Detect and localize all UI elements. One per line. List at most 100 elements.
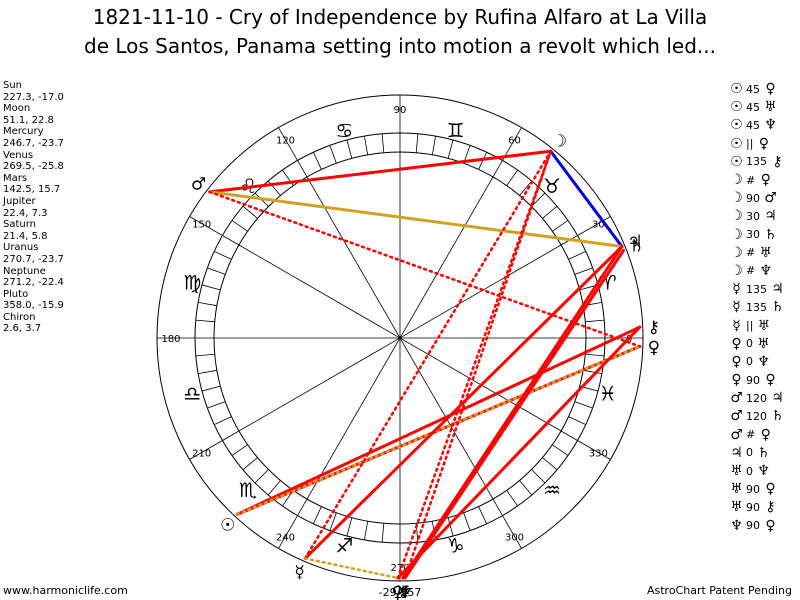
ring-tick bbox=[568, 416, 586, 425]
aspect-body-a: ♅ bbox=[730, 463, 743, 480]
aspect-body-b: ♆ bbox=[759, 262, 772, 279]
zodiac-sign-glyph: ♎ bbox=[183, 382, 201, 406]
ring-tick bbox=[214, 251, 232, 260]
sign-divider bbox=[278, 127, 298, 161]
zodiac-sign-glyph: ♐ bbox=[335, 534, 353, 558]
ring-tick bbox=[447, 139, 454, 159]
planet-name: Neptune bbox=[3, 265, 46, 277]
body-glyph: ♃ bbox=[627, 232, 642, 252]
aspect-value: 120 bbox=[746, 391, 767, 405]
body-glyph: ☽ bbox=[552, 131, 567, 151]
body-glyph: ⚷ bbox=[648, 317, 660, 337]
planet-values: 21.4, 5.8 bbox=[3, 230, 48, 242]
body-glyph: ♄ bbox=[629, 236, 644, 256]
planet-name: Jupiter bbox=[3, 195, 36, 207]
sign-divider bbox=[577, 216, 611, 236]
footer-website[interactable]: www.harmoniclife.com bbox=[3, 584, 128, 597]
footer-patent-note: AstroChart Patent Pending bbox=[646, 584, 792, 597]
aspect-value: # bbox=[746, 246, 756, 260]
degree-label: 270 bbox=[390, 563, 409, 574]
degree-label: 90 bbox=[394, 105, 407, 116]
aspect-body-b: ♀ bbox=[765, 81, 776, 98]
sign-divider bbox=[189, 216, 223, 236]
planet-name: Chiron bbox=[3, 311, 36, 323]
aspect-body-a: ☉ bbox=[730, 99, 743, 116]
aspect-body-a: ♂ bbox=[730, 426, 743, 443]
aspect-body-a: ♅ bbox=[730, 481, 743, 498]
body-glyph: ♀ bbox=[392, 583, 404, 600]
planet-values: 246.7, -23.7 bbox=[3, 137, 64, 149]
ring-tick bbox=[381, 523, 385, 543]
sign-divider bbox=[502, 515, 522, 549]
aspect-body-b: ♂ bbox=[764, 190, 777, 207]
ring-tick bbox=[297, 498, 308, 516]
ring-tick bbox=[198, 302, 217, 307]
zodiac-sign-glyph: ♏ bbox=[239, 478, 257, 502]
ring-tick bbox=[242, 205, 258, 219]
sign-divider bbox=[502, 127, 522, 161]
aspect-body-b: ♅ bbox=[759, 244, 772, 261]
aspect-value: 90 bbox=[746, 482, 760, 496]
aspect-body-b: ♄ bbox=[757, 444, 770, 461]
aspect-row: ☉ 135 ⚷ bbox=[728, 153, 788, 171]
planet-values: 142.5, 15.7 bbox=[3, 184, 61, 196]
zodiac-sign-glyph: ♒ bbox=[543, 478, 561, 502]
aspect-row: ♃ 0 ♄ bbox=[728, 444, 788, 462]
ring-tick bbox=[198, 369, 217, 374]
body-glyph: ☿ bbox=[294, 562, 304, 582]
aspect-value: 120 bbox=[746, 409, 767, 423]
planet-name: Mercury bbox=[3, 126, 44, 138]
ring-tick bbox=[542, 205, 558, 219]
aspect-row: ☽ # ♀ bbox=[728, 171, 788, 189]
aspect-line bbox=[208, 190, 642, 348]
ring-tick bbox=[231, 444, 248, 456]
ring-tick bbox=[560, 430, 578, 441]
body-glyph: ☉ bbox=[220, 516, 235, 536]
zodiac-sign-glyph: ♍ bbox=[183, 270, 201, 294]
ring-tick bbox=[492, 160, 503, 178]
aspect-value: 45 bbox=[746, 118, 760, 132]
aspect-value: 30 bbox=[746, 209, 760, 223]
ring-tick bbox=[364, 521, 369, 540]
aspect-row: ☽ 30 ♃ bbox=[728, 207, 788, 225]
ring-tick bbox=[531, 469, 546, 484]
ring-tick bbox=[222, 235, 240, 246]
ring-tick bbox=[506, 169, 518, 186]
aspect-body-a: ♅ bbox=[730, 499, 743, 516]
aspect-value: 30 bbox=[746, 228, 760, 242]
zodiac-sign-glyph: ♊ bbox=[447, 118, 465, 142]
ring-tick bbox=[552, 220, 569, 232]
aspect-row: ☉ 45 ♆ bbox=[728, 116, 788, 134]
aspect-line bbox=[403, 149, 552, 580]
aspect-body-b: ♀ bbox=[765, 481, 776, 498]
aspect-line bbox=[549, 149, 624, 249]
ring-tick bbox=[519, 180, 533, 196]
aspect-body-b: ♀ bbox=[758, 135, 770, 152]
aspect-body-b: ⚷ bbox=[772, 153, 783, 170]
ring-tick bbox=[207, 267, 226, 275]
ring-tick bbox=[222, 430, 240, 441]
aspect-value: 0 bbox=[746, 355, 753, 369]
aspect-value: 90 bbox=[746, 500, 760, 514]
aspect-body-b: ♅ bbox=[757, 317, 771, 334]
aspect-line bbox=[235, 325, 642, 516]
ring-tick bbox=[574, 267, 593, 275]
aspect-row: ☽ 30 ♄ bbox=[728, 226, 788, 244]
ring-tick bbox=[254, 469, 269, 484]
aspect-body-a: ☽ bbox=[730, 172, 743, 189]
aspect-body-a: ♀ bbox=[731, 372, 742, 389]
aspect-body-a: ☿ bbox=[732, 317, 741, 334]
aspect-body-a: ☽ bbox=[730, 190, 743, 207]
planet-values: 358.0, -15.9 bbox=[3, 300, 64, 312]
aspect-row: ♅ 0 ♆ bbox=[728, 462, 788, 480]
zodiac-sign-glyph: ♓ bbox=[599, 382, 617, 406]
aspect-row: ☿ 135 ♃ bbox=[728, 280, 788, 298]
aspect-body-a: ♂ bbox=[730, 408, 743, 425]
zodiac-sign-glyph: ♑ bbox=[447, 534, 465, 558]
aspect-value: 0 bbox=[746, 464, 753, 478]
aspect-line bbox=[235, 345, 642, 516]
ring-tick bbox=[313, 506, 322, 524]
aspect-value: # bbox=[746, 264, 756, 278]
aspect-value: 90 bbox=[746, 191, 760, 205]
aspect-line bbox=[303, 245, 624, 560]
